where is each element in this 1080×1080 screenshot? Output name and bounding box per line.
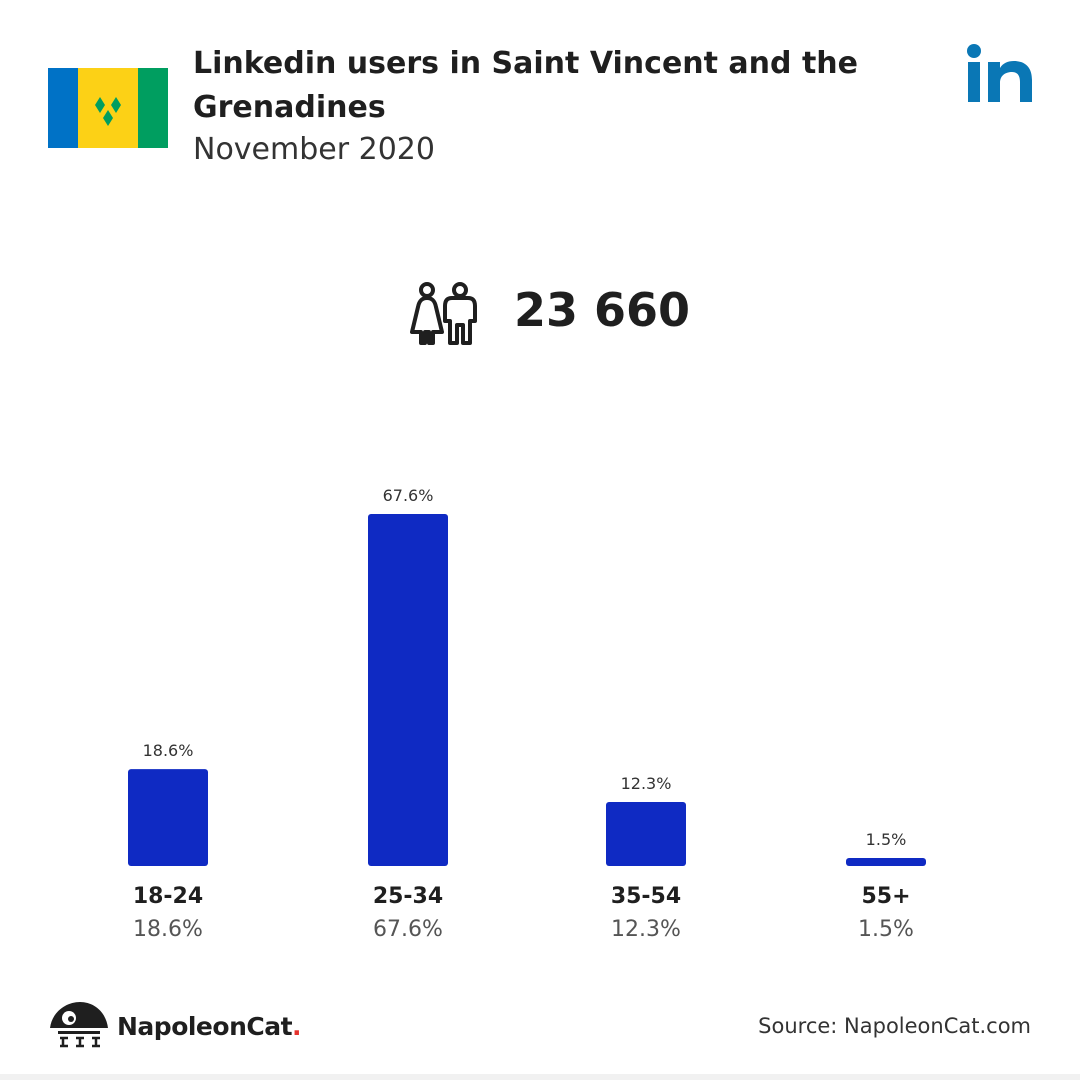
bar-value-label: 67.6% [383, 486, 434, 505]
users-icon [410, 282, 477, 345]
brand-dot: . [292, 1012, 302, 1041]
linkedin-logo-icon [967, 44, 1032, 102]
category-value: 18.6% [133, 917, 203, 942]
bottom-divider [0, 1074, 1080, 1080]
napoleoncat-brand-name: NapoleonCat. [117, 1010, 302, 1044]
bar-value-label: 1.5% [866, 830, 907, 849]
total-users-value: 23 660 [514, 283, 691, 337]
bar-18-24 [128, 769, 208, 866]
page-title: Linkedin users in Saint Vincent and the … [193, 46, 858, 125]
category-value: 12.3% [611, 917, 681, 942]
page-subtitle: November 2020 [193, 132, 435, 167]
bar-25-34 [368, 514, 448, 866]
brand-name-text: NapoleonCat [117, 1012, 293, 1041]
bar-value-label: 18.6% [143, 741, 194, 760]
bar-35-54 [606, 801, 686, 866]
category-value: 67.6% [373, 917, 443, 942]
category-label: 55+ [861, 884, 911, 909]
bar-55+ [846, 858, 926, 866]
category-label: 25-34 [372, 884, 444, 909]
source-credit: Source: NapoleonCat.com [758, 1014, 1031, 1038]
category-label: 35-54 [610, 884, 682, 909]
category-label: 18-24 [132, 884, 204, 909]
napoleoncat-logo-icon [50, 1002, 108, 1048]
bar-value-label: 12.3% [621, 774, 672, 793]
saint-vincent-flag-icon [48, 68, 168, 148]
category-value: 1.5% [858, 917, 914, 942]
